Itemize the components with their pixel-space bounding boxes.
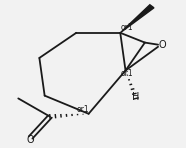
Text: or1: or1 <box>120 23 133 32</box>
Text: O: O <box>159 40 166 50</box>
Polygon shape <box>120 5 154 33</box>
Text: O: O <box>27 135 34 145</box>
Text: or1: or1 <box>120 69 133 78</box>
Text: H: H <box>132 92 140 102</box>
Text: or1: or1 <box>76 105 89 114</box>
